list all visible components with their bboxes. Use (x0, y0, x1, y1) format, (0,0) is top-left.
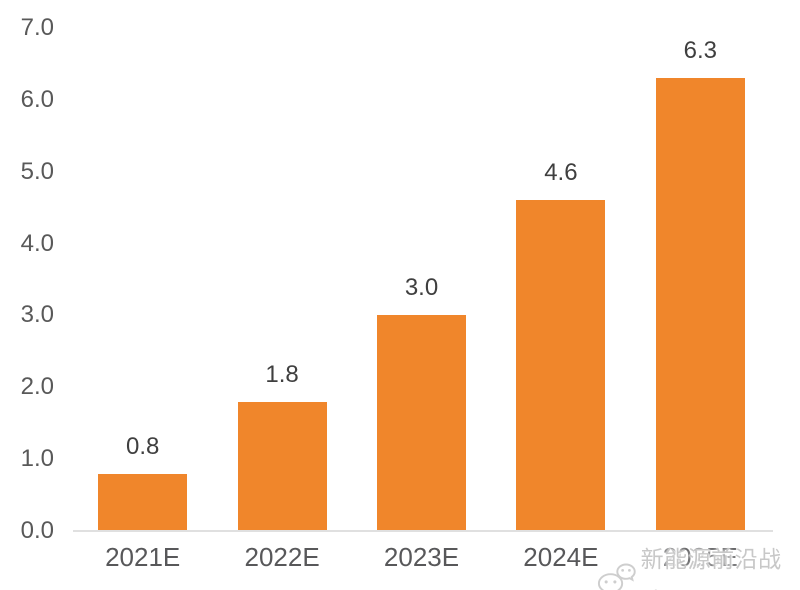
x-tick-label-2021E: 2021E (105, 542, 181, 572)
bar-2021E (98, 473, 188, 531)
bar-2023E (377, 315, 466, 531)
bar-2024E (516, 200, 606, 531)
y-tick-label: 2.0 (20, 373, 54, 401)
bar-2025E (655, 78, 745, 531)
y-tick-label: 3.0 (20, 301, 54, 329)
y-tick-label: 0.0 (20, 517, 54, 544)
data-label: 0.8 (126, 432, 160, 460)
data-label: 1.8 (265, 360, 299, 388)
x-tick-label-2024E: 2024E (523, 542, 599, 572)
x-tick-label-2023E: 2023E (383, 542, 460, 572)
y-tick-label: 4.0 (20, 229, 54, 257)
x-tick-label-2022E: 2022E (244, 542, 320, 572)
data-label: 4.6 (544, 159, 578, 187)
data-label: 6.3 (683, 37, 717, 65)
bar-2022E (237, 401, 327, 531)
data-label: 3.0 (404, 274, 439, 302)
y-tick-label: 5.0 (20, 157, 54, 185)
y-tick-label: 6.0 (20, 85, 54, 113)
x-axis-line (73, 530, 773, 532)
x-tick-label-2025E: 2025E (662, 542, 738, 572)
y-tick-label: 1.0 (20, 445, 54, 473)
y-tick-label: 7.0 (20, 14, 54, 41)
